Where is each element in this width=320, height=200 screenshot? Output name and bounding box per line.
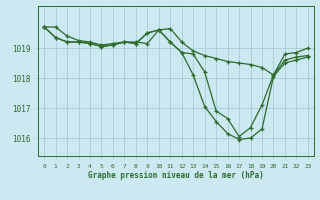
X-axis label: Graphe pression niveau de la mer (hPa): Graphe pression niveau de la mer (hPa) <box>88 171 264 180</box>
